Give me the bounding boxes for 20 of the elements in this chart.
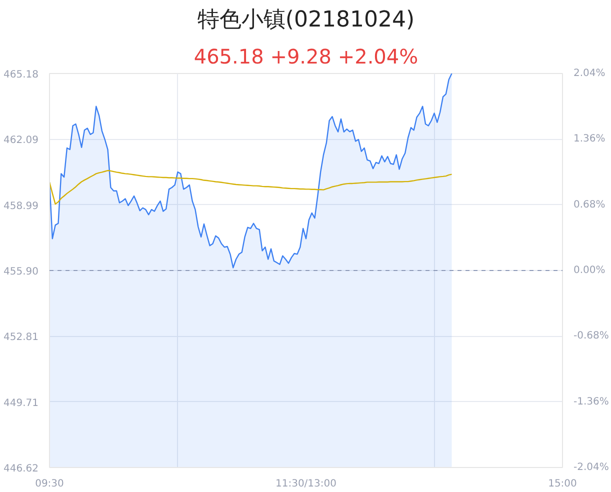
y2-tick-label: 0.00% [574,265,606,276]
y2-tick-label: -1.36% [574,396,609,408]
chart-title: 特色小镇(02181024) [197,8,415,32]
y2-tick-label: -2.04% [574,462,609,473]
x-tick-label: 11:30/13:00 [275,478,337,490]
line-series [50,170,452,205]
x-tick-label: 09:30 [35,478,64,490]
y2-tick-label: 2.04% [574,68,606,79]
y-tick-label: 462.09 [4,135,39,146]
y-tick-label: 449.71 [4,398,39,409]
y-tick-label: 458.99 [4,200,39,212]
y-tick-label: 465.18 [4,70,39,80]
x-tick-label: 15:00 [548,478,577,490]
y2-tick-label: 0.68% [574,199,606,210]
y-tick-label: 452.81 [4,332,39,344]
chart-subtitle: 465.18 +9.28 +2.04% [194,44,418,68]
y2-tick-label: 1.36% [574,134,606,145]
y2-tick-label: -0.68% [574,330,609,342]
y-tick-label: 446.62 [4,464,39,474]
y-tick-label: 455.90 [4,266,39,278]
